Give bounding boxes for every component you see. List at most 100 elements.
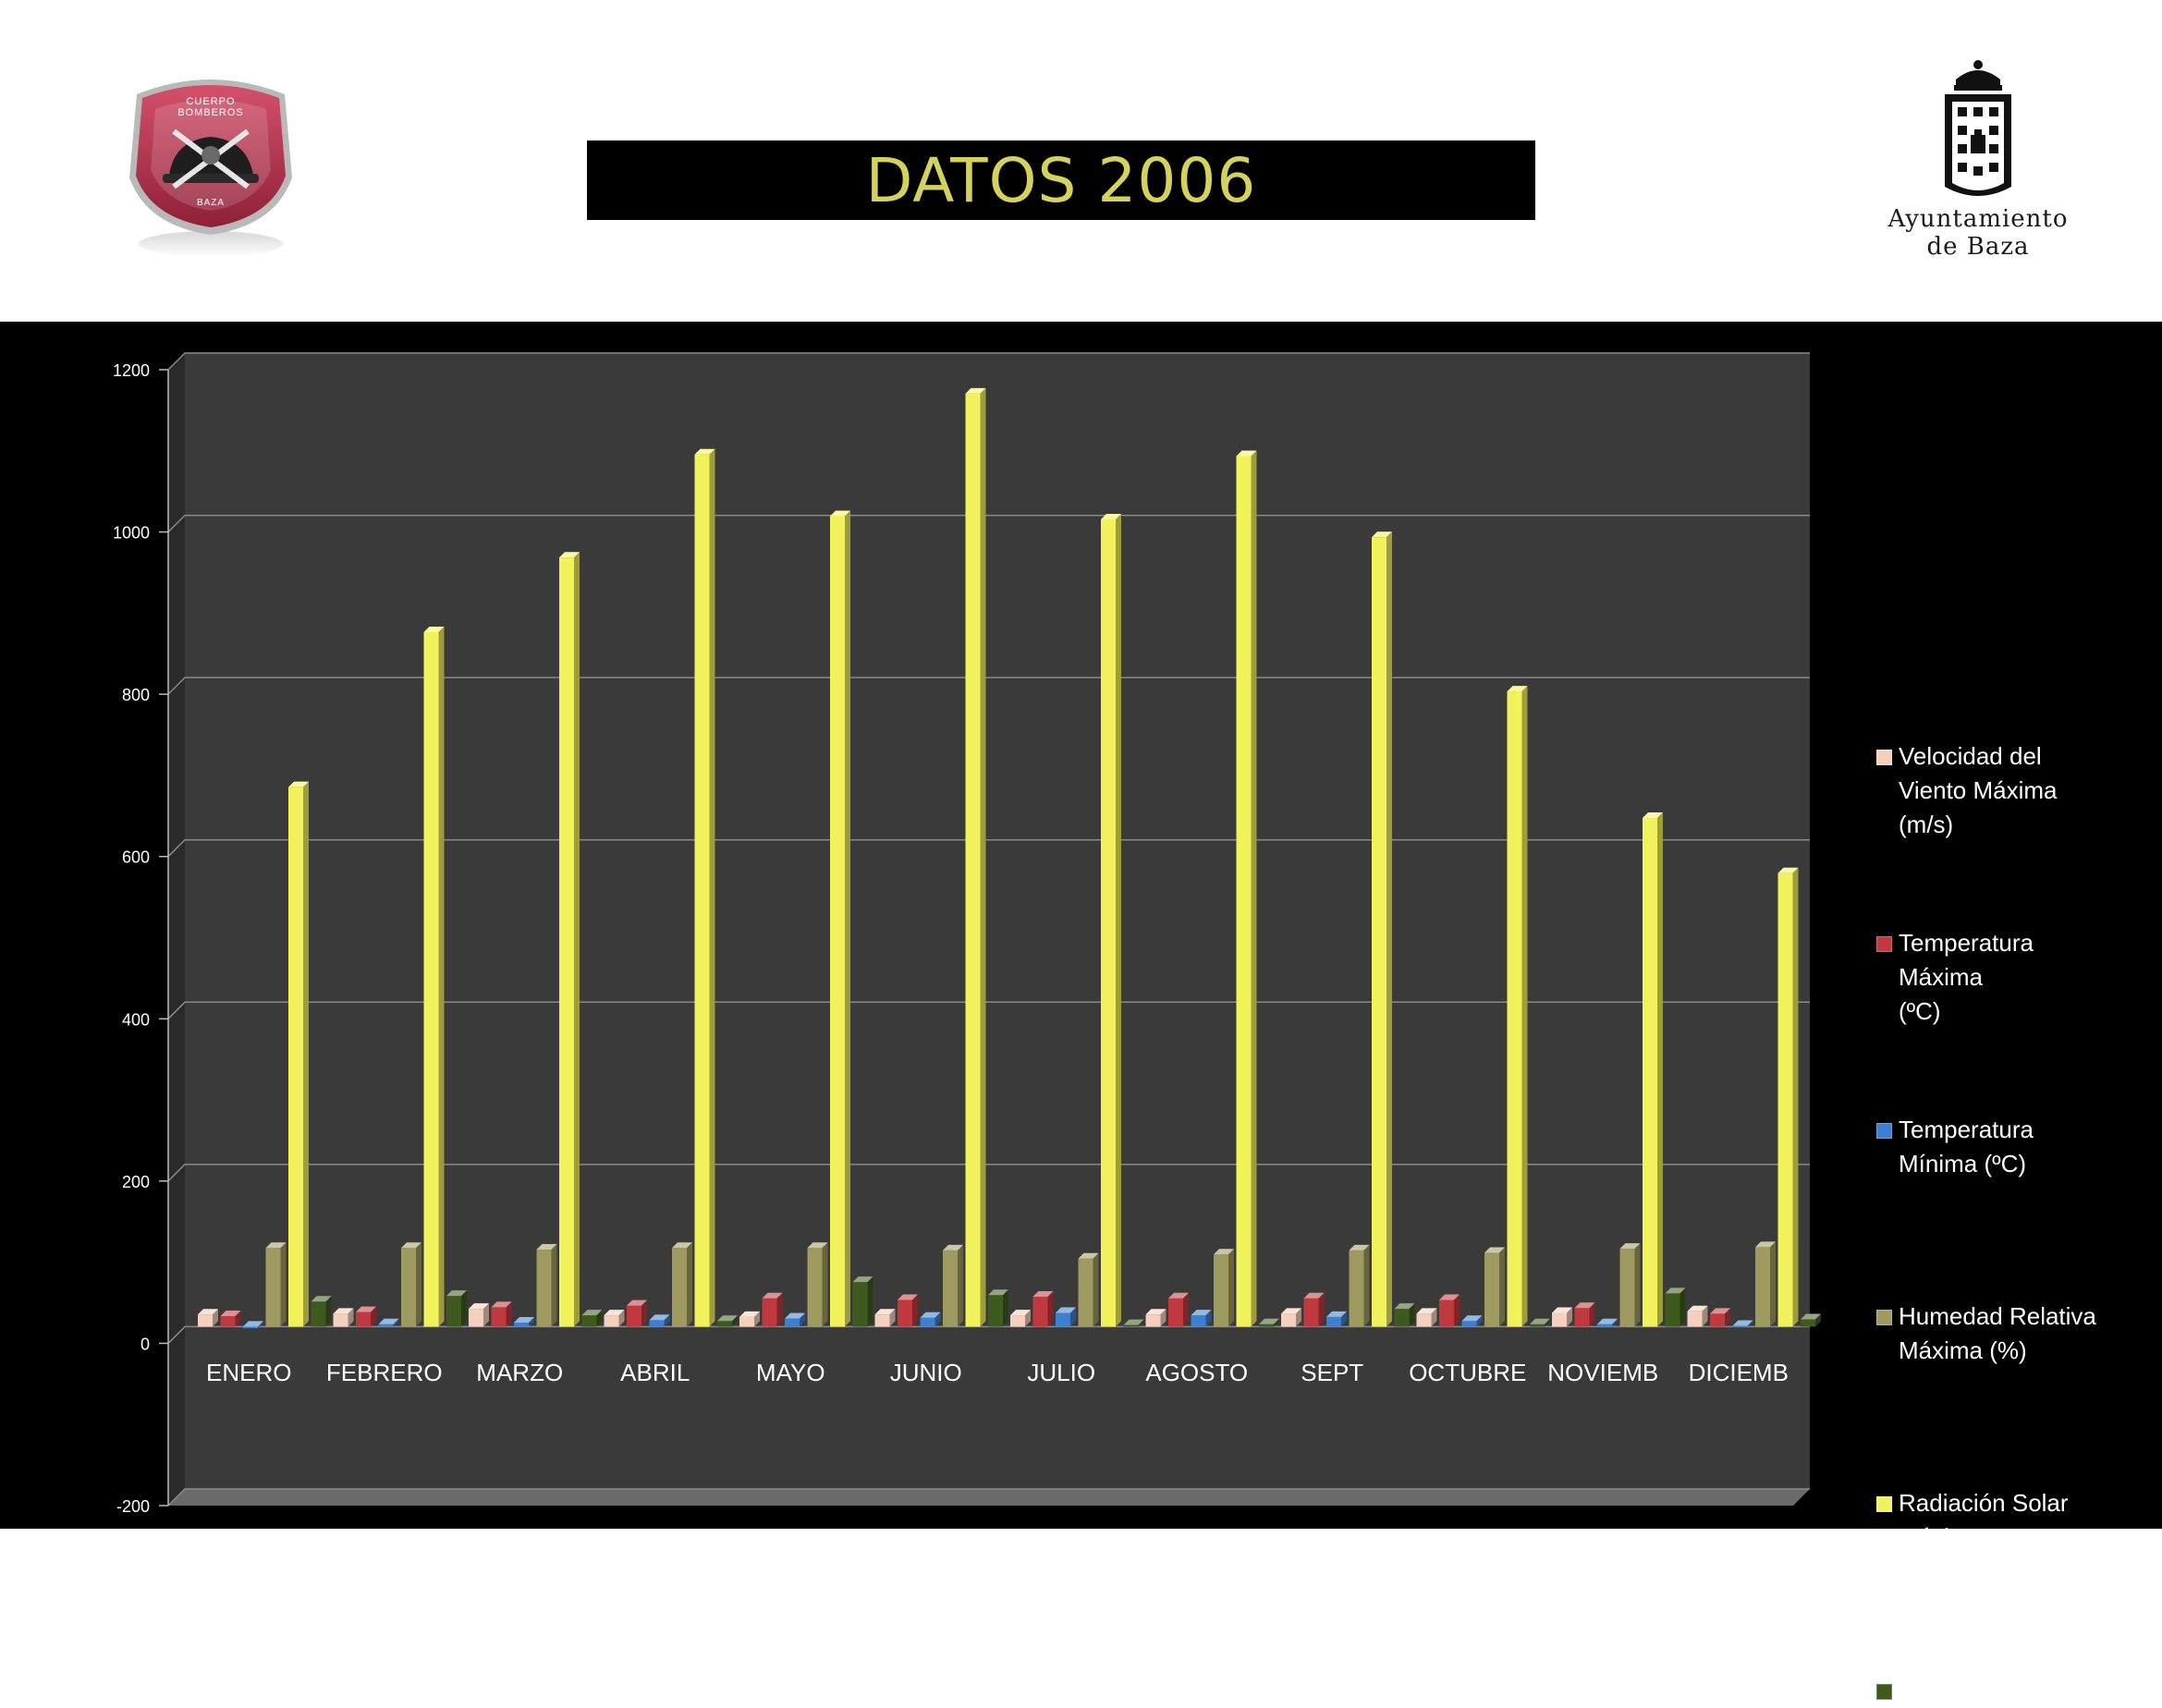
bar-front	[717, 1321, 732, 1327]
bar-top	[965, 387, 986, 394]
bar	[1191, 1310, 1212, 1327]
bar-front	[988, 1295, 1003, 1327]
bar-side	[1770, 1241, 1776, 1327]
bar-top	[401, 1242, 421, 1249]
bar-top	[1484, 1247, 1505, 1253]
bar-side	[1431, 1308, 1437, 1327]
bar	[514, 1317, 534, 1327]
bar	[604, 1310, 625, 1327]
bar	[717, 1315, 738, 1327]
bar-front	[378, 1324, 394, 1327]
bar	[1349, 1244, 1370, 1327]
y-tick-label: 400	[122, 1010, 150, 1029]
bar-front	[1056, 1312, 1070, 1327]
bar-top	[1101, 513, 1121, 519]
bar	[988, 1289, 1008, 1327]
bar-front	[469, 1309, 483, 1327]
legend-label: Lluvia (mm)	[1899, 1677, 2024, 1704]
bar-side	[754, 1311, 760, 1327]
bar-side	[889, 1309, 896, 1327]
bar	[1461, 1315, 1483, 1327]
gridline	[167, 838, 1810, 858]
bar	[1687, 1305, 1708, 1327]
bar	[1056, 1307, 1076, 1327]
bar-front	[243, 1326, 258, 1329]
bar	[311, 1296, 332, 1327]
bar-side	[1160, 1309, 1167, 1327]
bar-side	[1612, 1318, 1618, 1327]
bar-top	[1619, 1243, 1641, 1250]
bar-side	[1363, 1244, 1370, 1327]
page-title: DATOS 2006	[865, 144, 1257, 216]
bar-top	[943, 1244, 963, 1250]
bar-top	[356, 1306, 376, 1312]
bar	[1530, 1318, 1550, 1327]
bar-front	[198, 1314, 213, 1327]
bar-front	[536, 1250, 552, 1327]
badge-top-text: CUERPO BOMBEROS	[177, 96, 244, 118]
bar	[1372, 531, 1392, 1327]
bar	[965, 387, 986, 1327]
bar-side	[1634, 1243, 1641, 1327]
bar-front	[830, 516, 845, 1327]
gridline	[167, 514, 1810, 533]
gridline	[167, 1001, 1810, 1019]
bar-top	[423, 626, 445, 632]
bar-front	[898, 1299, 912, 1327]
bar	[762, 1292, 783, 1327]
bar	[1416, 1308, 1437, 1327]
bar-top	[1574, 1302, 1595, 1309]
bar-front	[1777, 872, 1793, 1327]
bar-front	[1597, 1324, 1612, 1327]
bar	[198, 1309, 218, 1327]
bar-top	[1010, 1310, 1031, 1316]
bar-front	[1801, 1319, 1815, 1327]
legend-label: Temperatura Máxima (ºC)	[1899, 929, 2034, 1025]
bar-side	[1274, 1318, 1279, 1327]
bar-front	[1439, 1299, 1454, 1327]
bar-side	[235, 1311, 241, 1327]
badge-bottom-text: BAZA	[196, 198, 226, 208]
bar	[807, 1242, 828, 1327]
bar-side	[934, 1312, 941, 1327]
bar-front	[649, 1320, 665, 1327]
bar	[536, 1244, 557, 1327]
bar-front	[807, 1248, 823, 1327]
bar-top	[1191, 1310, 1212, 1316]
bar-front	[559, 557, 574, 1327]
bar	[1032, 1290, 1054, 1327]
bar-top	[1665, 1287, 1686, 1294]
plot-floor	[168, 1489, 1810, 1506]
bar	[1394, 1303, 1415, 1327]
bar-top	[830, 510, 850, 517]
bar	[920, 1312, 941, 1327]
x-tick-label: DICIEMB	[1689, 1359, 1789, 1386]
bar-front	[1303, 1298, 1319, 1327]
legend-swatch	[1876, 750, 1892, 765]
bar	[1619, 1243, 1641, 1327]
bar	[1710, 1308, 1730, 1327]
bar-front	[1732, 1325, 1748, 1327]
bar	[469, 1303, 489, 1327]
bar-front	[920, 1317, 935, 1327]
bar-side	[1545, 1318, 1550, 1327]
bar-top	[807, 1242, 828, 1249]
bar-side	[776, 1292, 783, 1327]
bar-side	[958, 1244, 963, 1327]
bar-top	[1439, 1294, 1460, 1300]
bar	[356, 1306, 376, 1327]
bar	[1101, 513, 1121, 1327]
bar-front	[1484, 1252, 1499, 1327]
bar-side	[1567, 1307, 1572, 1327]
bar	[333, 1308, 354, 1327]
bar-side	[1454, 1294, 1460, 1327]
bar-top	[559, 552, 580, 558]
bar-top	[333, 1308, 354, 1314]
bar-top	[1303, 1292, 1325, 1299]
bar-front	[446, 1296, 461, 1327]
bar-side	[687, 1242, 692, 1327]
legend-label: Velocidad del Viento Máxima (m/s)	[1899, 742, 2058, 838]
bar-side	[551, 1244, 557, 1327]
bar-front	[1530, 1324, 1545, 1327]
bar-front	[1665, 1293, 1680, 1327]
